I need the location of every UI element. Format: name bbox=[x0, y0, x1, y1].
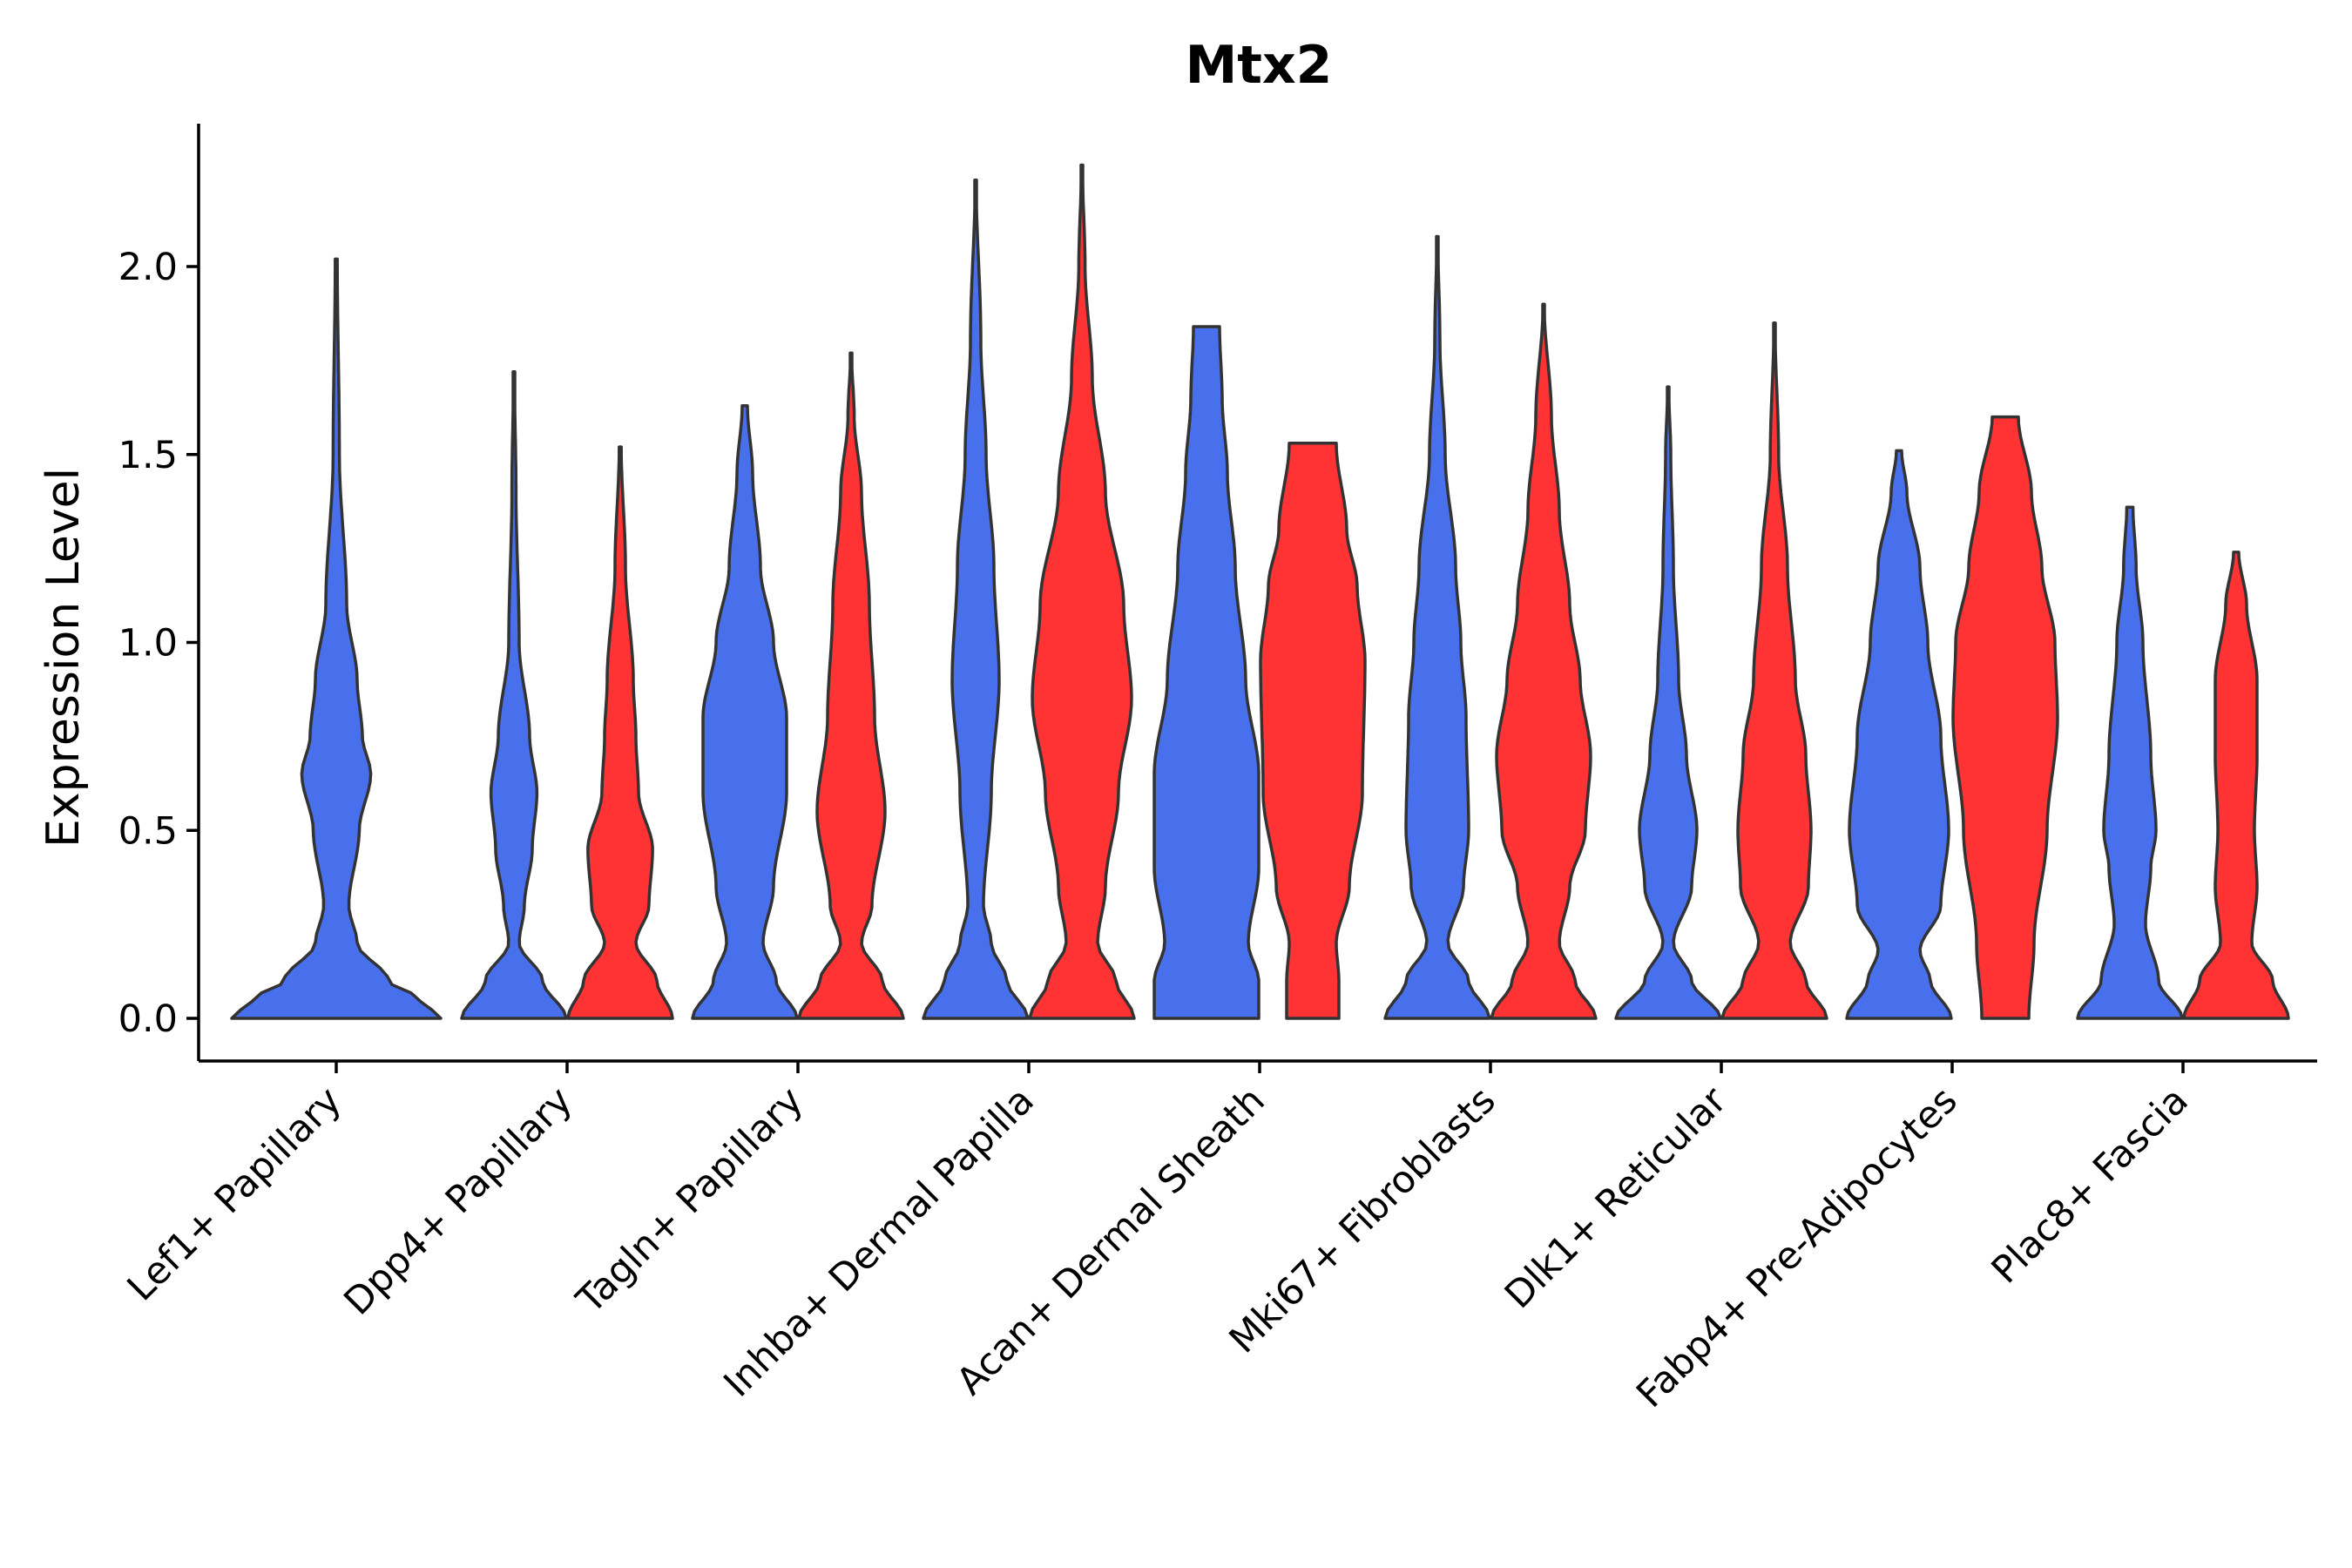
y-tick-label: 2.0 bbox=[118, 246, 178, 289]
violin-blue-lef1-papillary bbox=[230, 257, 443, 1020]
violin-blue-inhba-dermal-papilla bbox=[922, 179, 1030, 1020]
y-tick-label: 0.0 bbox=[118, 997, 178, 1041]
category-label: Lef1+ Papillary bbox=[119, 1078, 350, 1309]
category-label: Mki67+ Fibroblasts bbox=[1221, 1078, 1504, 1362]
violin-blue-dlk1-reticular bbox=[1614, 385, 1722, 1020]
violin-blue-dpp4-papillary bbox=[460, 370, 568, 1020]
category-label: Tagln+ Papillary bbox=[568, 1078, 812, 1322]
violin-red-dlk1-reticular bbox=[1720, 321, 1828, 1020]
violin-blue-fabp4-pre-adipocytes bbox=[1845, 449, 1953, 1020]
y-axis-label: Expression Level bbox=[37, 468, 90, 848]
violin-red-fabp4-pre-adipocytes bbox=[1951, 415, 2059, 1020]
violin-red-acan-dermal-sheath bbox=[1259, 442, 1367, 1020]
y-tick-label: 1.5 bbox=[118, 434, 178, 477]
violin-blue-tagln-papillary bbox=[691, 403, 799, 1020]
violin-red-mki67-fibroblasts bbox=[1490, 302, 1598, 1020]
violin-red-plac8-fascia bbox=[2182, 551, 2290, 1020]
category-label: Dpp4+ Papillary bbox=[336, 1078, 581, 1323]
violin-red-dpp4-papillary bbox=[566, 445, 674, 1020]
y-axis: 0.0 0.5 1.0 1.5 2.0 bbox=[118, 124, 200, 1061]
y-tick-label: 0.5 bbox=[118, 809, 178, 853]
category-label: Dlk1+ Reticular bbox=[1497, 1078, 1735, 1317]
category-label: Plac8+ Fascia bbox=[1984, 1078, 2197, 1292]
violin-red-tagln-papillary bbox=[797, 351, 905, 1020]
violin-blue-acan-dermal-sheath bbox=[1152, 325, 1260, 1020]
y-tick-label: 1.0 bbox=[118, 622, 178, 666]
violin-blue-mki67-fibroblasts bbox=[1383, 234, 1491, 1020]
violin-red-inhba-dermal-papilla bbox=[1028, 163, 1136, 1020]
violin-blue-plac8-fascia bbox=[2076, 505, 2184, 1020]
violin-layer bbox=[230, 163, 2290, 1020]
chart-title: Mtx2 bbox=[1186, 35, 1333, 96]
